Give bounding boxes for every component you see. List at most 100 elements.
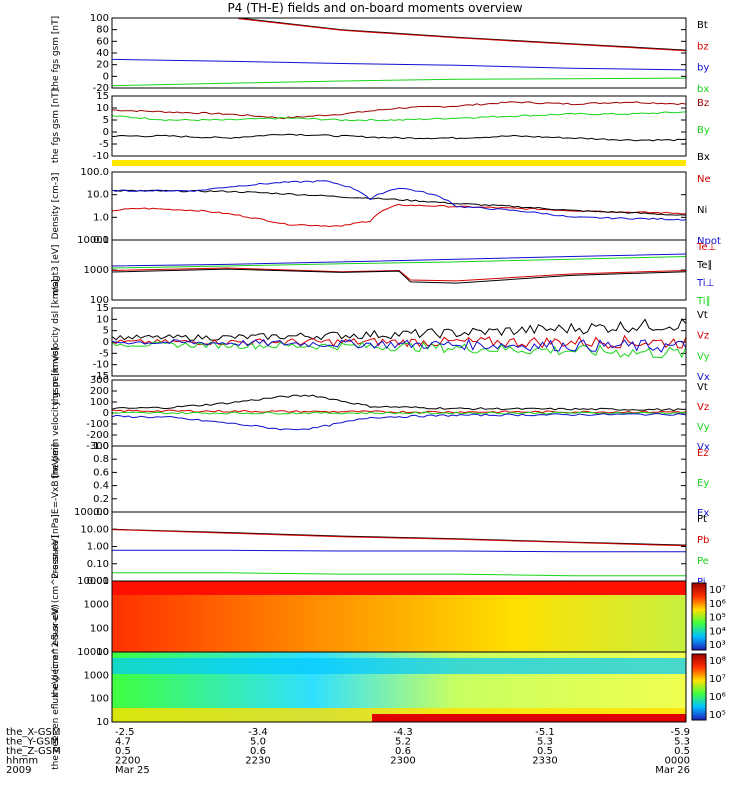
y-tick-label: 80 (96, 25, 109, 36)
series-line-Bz (112, 101, 687, 120)
y-tick-label: 0.10 (87, 559, 109, 570)
x-axis-value: 5.2 (395, 737, 411, 748)
series-line-Pb (111, 529, 687, 547)
x-axis-value: -5.9 (670, 727, 690, 738)
colorbar-tick-label: 10³ (709, 640, 726, 651)
y-tick-label: 60 (96, 36, 109, 47)
y-axis-label: Pressure [nPa] (51, 514, 61, 579)
y-tick-label: 0 (103, 127, 109, 138)
series-line-Bx (111, 133, 687, 142)
heatmap-band (112, 658, 686, 674)
y-tick-label: 0.0 (93, 507, 109, 518)
x-axis-value: 0.5 (115, 746, 131, 757)
legend-entry: Bt (697, 20, 708, 31)
y-axis-label: the peer en eflux eV/ (cm^2-s-sr-eV) (51, 604, 61, 770)
x-axis-value: 2330 (532, 756, 557, 767)
series-line-Pt (111, 528, 687, 546)
x-axis-value: 0.6 (250, 746, 266, 757)
y-tick-label: 1000 (84, 670, 109, 681)
legend-entry: Vy (697, 422, 710, 433)
y-tick-label: 100 (90, 295, 109, 306)
x-axis-row-label: hhmm (6, 756, 38, 767)
legend-entry: Ez (697, 448, 709, 459)
y-tick-label: 15 (96, 303, 109, 314)
legend-entry: Vz (697, 331, 709, 342)
colorbar-tick-label: 10⁶ (709, 692, 726, 703)
legend-entry: By (697, 125, 710, 136)
legend-entry: Bz (697, 98, 709, 109)
y-tick-label: 0.8 (93, 454, 109, 465)
y-tick-label: 300 (90, 375, 109, 386)
legend-entry: Ni (697, 205, 707, 216)
legend-entry: Ey (697, 478, 709, 489)
series-line-bz (238, 18, 687, 52)
legend-entry: Npot (697, 236, 721, 247)
y-tick-label: 1.0 (93, 212, 109, 223)
y-tick-label: -15 (93, 371, 109, 382)
legend-entry: Bx (697, 152, 710, 163)
y-tick-label: 100.00 (74, 507, 109, 518)
x-axis-row-label: the_X-GSM (6, 727, 60, 738)
y-tick-label: 10 (96, 314, 109, 325)
y-tick-label: 100 (90, 397, 109, 408)
y-tick-label: 1000 (84, 600, 109, 611)
series-line-Ti⊥ (111, 253, 687, 267)
colorbar-tick-label: 10⁶ (709, 599, 726, 610)
panel-frame (111, 171, 687, 241)
y-tick-label: 0.1 (93, 235, 109, 246)
x-axis-value: 5.0 (250, 737, 266, 748)
x-axis-value: 2230 (245, 756, 270, 767)
y-tick-label: 5 (103, 115, 109, 126)
legend-entry: by (697, 63, 709, 74)
y-tick-label: -300 (86, 441, 109, 452)
x-axis-value: Mar 26 (655, 765, 690, 776)
series-line-By (111, 111, 687, 122)
legend-entry: Ex (697, 508, 709, 519)
series-line-Vt (111, 318, 687, 341)
y-tick-label: 40 (96, 48, 109, 59)
y-tick-label: 200 (90, 386, 109, 397)
y-tick-label: 0.2 (93, 494, 109, 505)
y-tick-label: 100 (90, 623, 109, 634)
y-axis-label: the peir en eflux eV/ (cm^2-s-sr-eV) (51, 535, 61, 698)
legend-entry: Vx (697, 442, 710, 453)
y-tick-label: 0.4 (93, 481, 109, 492)
y-tick-label: 10 (96, 717, 109, 728)
y-tick-label: 0 (103, 337, 109, 348)
y-tick-label: -10 (93, 360, 109, 371)
series-line-Te∥ (111, 268, 687, 284)
x-axis-value: -4.3 (393, 727, 413, 738)
panel-frame (111, 95, 687, 157)
series-line-Npot (111, 180, 687, 221)
x-axis-value: 2200 (115, 756, 140, 767)
y-tick-label: 0 (103, 71, 109, 82)
y-tick-label: 10000 (77, 235, 109, 246)
x-axis-value: 5.3 (674, 737, 690, 748)
panel-frame (111, 307, 687, 377)
y-axis-label: Density [cm-3] (51, 173, 61, 240)
series-line-Pe (112, 572, 686, 577)
panel-frame (111, 17, 687, 89)
y-tick-label: 1.0 (93, 441, 109, 452)
x-axis-value: 5.3 (537, 737, 553, 748)
series-line-bx (111, 77, 687, 87)
y-tick-label: -100 (86, 419, 109, 430)
y-tick-label: 10000 (77, 576, 109, 587)
y-tick-label: -5 (99, 348, 109, 359)
series-line-Vy (111, 411, 687, 415)
x-axis-value: -3.4 (248, 727, 268, 738)
legend-entry: bx (697, 84, 709, 95)
legend-entry: Vx (697, 372, 710, 383)
heatmap-band (112, 581, 686, 595)
colorbar (691, 653, 707, 721)
y-tick-label: 10.0 (87, 190, 109, 201)
y-tick-label: 10 (96, 103, 109, 114)
series-line-Pi (112, 549, 686, 553)
x-axis-value: 0000 (665, 756, 690, 767)
y-tick-label: -5 (99, 139, 109, 150)
y-tick-label: 20 (96, 60, 109, 71)
series-line-Ni (112, 189, 687, 216)
series-line-Ne (111, 203, 686, 228)
y-tick-label: 100 (90, 13, 109, 24)
